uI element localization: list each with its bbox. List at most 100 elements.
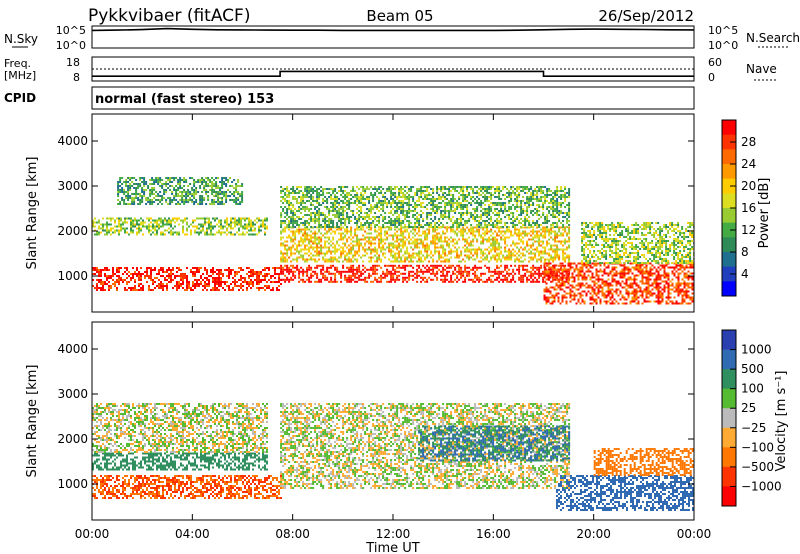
echo-cell-4: [454, 256, 457, 259]
echo-cell-5: [450, 186, 453, 188]
echo-cell-4: [470, 226, 473, 229]
echo-cell-5: [382, 196, 385, 198]
echo-cell-4: [318, 228, 321, 231]
echo-cell-5: [292, 214, 295, 216]
echo-cell-5: [284, 192, 287, 194]
echo-cell-5: [358, 226, 361, 228]
echo-cell-5: [492, 186, 495, 188]
echo-cell-5: [332, 224, 335, 226]
echo-cell-4: [338, 256, 341, 259]
echo-cell-4: [332, 230, 335, 233]
echo-cell-3: [302, 270, 305, 273]
echo-cell-4: [568, 256, 571, 259]
echo-cell-4: [312, 242, 315, 245]
echo-cell-5: [320, 190, 323, 192]
echo-cell-1: [128, 233, 130, 236]
echo-cell-4: [316, 238, 319, 241]
echo-cell-3: [568, 272, 571, 275]
echo-cell-5: [474, 216, 477, 218]
echo-cell-3: [318, 278, 321, 281]
echo-cell-4: [320, 248, 323, 251]
echo-cell-4: [342, 252, 345, 255]
echo-cell-0: [184, 273, 186, 275]
echo-cell-0: [192, 281, 194, 283]
echo-cell-3: [476, 278, 479, 281]
echo-cell-3: [358, 276, 361, 279]
echo-cell-0: [152, 269, 154, 271]
echo-cell-5: [304, 202, 307, 204]
echo-cell-5: [422, 198, 425, 200]
echo-cell-4: [364, 248, 367, 251]
echo-cell-3: [364, 278, 367, 281]
echo-cell-5: [500, 220, 503, 222]
echo-cell-3: [512, 276, 515, 279]
echo-cell-4: [438, 240, 441, 243]
echo-cell-5: [284, 200, 287, 202]
echo-cell-5: [440, 186, 443, 188]
echo-cell-5: [348, 198, 351, 200]
echo-cell-5: [454, 220, 457, 222]
echo-cell-0: [92, 285, 94, 287]
echo-cell-0: [262, 275, 264, 277]
echo-cell-4: [308, 248, 311, 251]
echo-cell-0: [178, 269, 180, 271]
echo-cell-1: [150, 233, 152, 236]
echo-cell-4: [288, 256, 291, 259]
echo-cell-4: [308, 238, 311, 241]
echo-cell-4: [302, 256, 305, 259]
echo-cell-4: [450, 236, 453, 239]
echo-cell-3: [456, 270, 459, 273]
echo-cell-5: [378, 188, 381, 190]
echo-cell-4: [360, 238, 363, 241]
echo-cell-4: [512, 248, 515, 251]
echo-cell-5: [504, 206, 507, 208]
echo-cell-3: [398, 274, 401, 277]
echo-cell-4: [448, 252, 451, 255]
echo-cell-2: [155, 179, 158, 181]
echo-cell-5: [390, 204, 393, 206]
echo-cell-0: [170, 269, 172, 271]
echo-cell-5: [296, 220, 299, 222]
echo-cell-5: [480, 206, 483, 208]
echo-cell-3: [404, 276, 407, 279]
echo-cell-4: [404, 258, 407, 261]
echo-cell-1: [234, 223, 236, 226]
echo-cell-5: [296, 222, 299, 224]
echo-cell-3: [540, 272, 543, 275]
echo-cell-5: [432, 192, 435, 194]
echo-cell-4: [496, 242, 499, 245]
echo-cell-5: [434, 204, 437, 206]
echo-cell-2: [137, 197, 140, 199]
echo-cell-3: [506, 264, 509, 267]
echo-cell-5: [358, 188, 361, 190]
echo-cell-0: [216, 279, 218, 281]
echo-cell-3: [356, 272, 359, 275]
echo-cell-3: [492, 280, 495, 283]
echo-cell-5: [432, 200, 435, 202]
echo-cell-5: [334, 202, 337, 204]
echo-cell-4: [524, 226, 527, 229]
echo-cell-5: [456, 226, 459, 228]
echo-cell-0: [198, 285, 200, 287]
echo-cell-0: [220, 285, 222, 287]
echo-cell-5: [420, 210, 423, 212]
echo-cell-5: [280, 226, 283, 228]
echo-cell-4: [388, 228, 391, 231]
echo-cell-1: [188, 225, 190, 228]
echo-cell-1: [258, 217, 260, 220]
echo-cell-5: [366, 220, 369, 222]
echo-cell-4: [386, 246, 389, 249]
echo-cell-4: [426, 236, 429, 239]
echo-cell-4: [416, 240, 419, 243]
echo-cell-4: [300, 240, 303, 243]
echo-cell-5: [316, 206, 319, 208]
echo-cell-5: [340, 186, 343, 188]
echo-cell-3: [300, 270, 303, 273]
echo-cell-4: [340, 246, 343, 249]
echo-cell-5: [288, 190, 291, 192]
echo-cell-4: [480, 252, 483, 255]
echo-cell-3: [428, 276, 431, 279]
echo-cell-2: [179, 183, 182, 185]
echo-cell-0: [182, 275, 184, 277]
echo-cell-5: [414, 226, 417, 228]
